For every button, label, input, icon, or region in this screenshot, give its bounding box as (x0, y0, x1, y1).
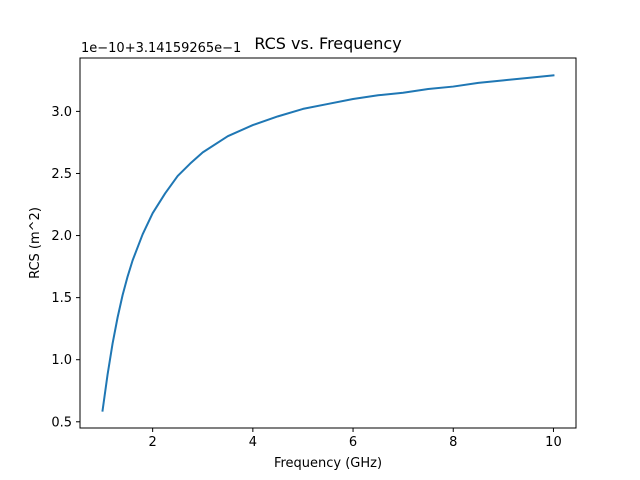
x-tick-label: 8 (449, 435, 457, 450)
y-tick-label: 3.0 (51, 105, 72, 120)
x-tick-label: 4 (249, 435, 257, 450)
x-tick-label: 6 (349, 435, 357, 450)
x-tick-label: 2 (149, 435, 157, 450)
x-axis: 2 4 6 8 10 (149, 428, 562, 450)
y-tick-label: 0.5 (51, 415, 72, 430)
rcs-series-line (101, 74, 555, 412)
x-axis-label: Frequency (GHz) (274, 456, 382, 471)
y-axis-offset-label: 1e−10+3.14159265e−1 (81, 41, 241, 56)
y-tick-label: 1.0 (51, 353, 72, 368)
x-tick-label: 10 (545, 435, 562, 450)
y-tick-label: 1.5 (51, 291, 72, 306)
y-axis-label: RCS (m^2) (28, 207, 43, 279)
plot-area-frame (79, 57, 577, 429)
y-tick-label: 2.5 (51, 167, 72, 182)
y-axis: 0.5 1.0 1.5 2.0 2.5 3.0 (51, 105, 80, 430)
chart-title: RCS vs. Frequency (254, 34, 401, 53)
y-tick-label: 2.0 (51, 229, 72, 244)
